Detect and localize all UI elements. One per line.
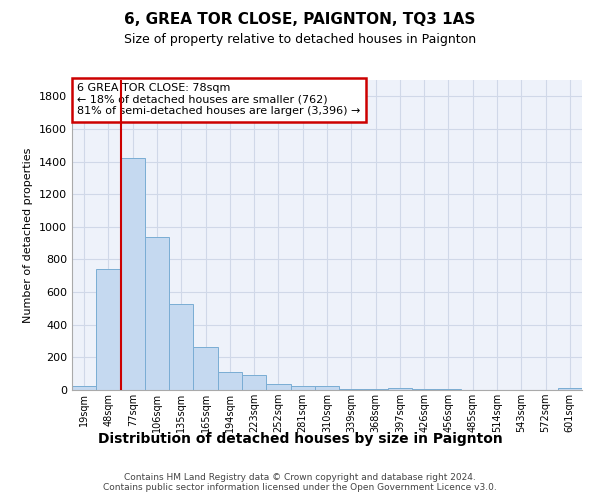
Text: Size of property relative to detached houses in Paignton: Size of property relative to detached ho… <box>124 32 476 46</box>
Bar <box>145 236 169 390</box>
Bar <box>218 372 242 390</box>
Bar <box>121 158 145 390</box>
Text: 6, GREA TOR CLOSE, PAIGNTON, TQ3 1AS: 6, GREA TOR CLOSE, PAIGNTON, TQ3 1AS <box>124 12 476 28</box>
Bar <box>242 374 266 390</box>
Bar <box>72 386 96 390</box>
Text: 6 GREA TOR CLOSE: 78sqm
← 18% of detached houses are smaller (762)
81% of semi-d: 6 GREA TOR CLOSE: 78sqm ← 18% of detache… <box>77 83 361 116</box>
Bar <box>266 384 290 390</box>
Y-axis label: Number of detached properties: Number of detached properties <box>23 148 34 322</box>
Bar <box>388 388 412 390</box>
Bar <box>436 389 461 390</box>
Text: Distribution of detached houses by size in Paignton: Distribution of detached houses by size … <box>98 432 502 446</box>
Bar <box>315 386 339 390</box>
Bar <box>558 388 582 390</box>
Bar <box>96 270 121 390</box>
Bar <box>290 386 315 390</box>
Bar <box>412 389 436 390</box>
Bar <box>364 389 388 390</box>
Bar <box>339 389 364 390</box>
Bar <box>169 304 193 390</box>
Bar <box>193 347 218 390</box>
Text: Contains HM Land Registry data © Crown copyright and database right 2024.
Contai: Contains HM Land Registry data © Crown c… <box>103 472 497 492</box>
